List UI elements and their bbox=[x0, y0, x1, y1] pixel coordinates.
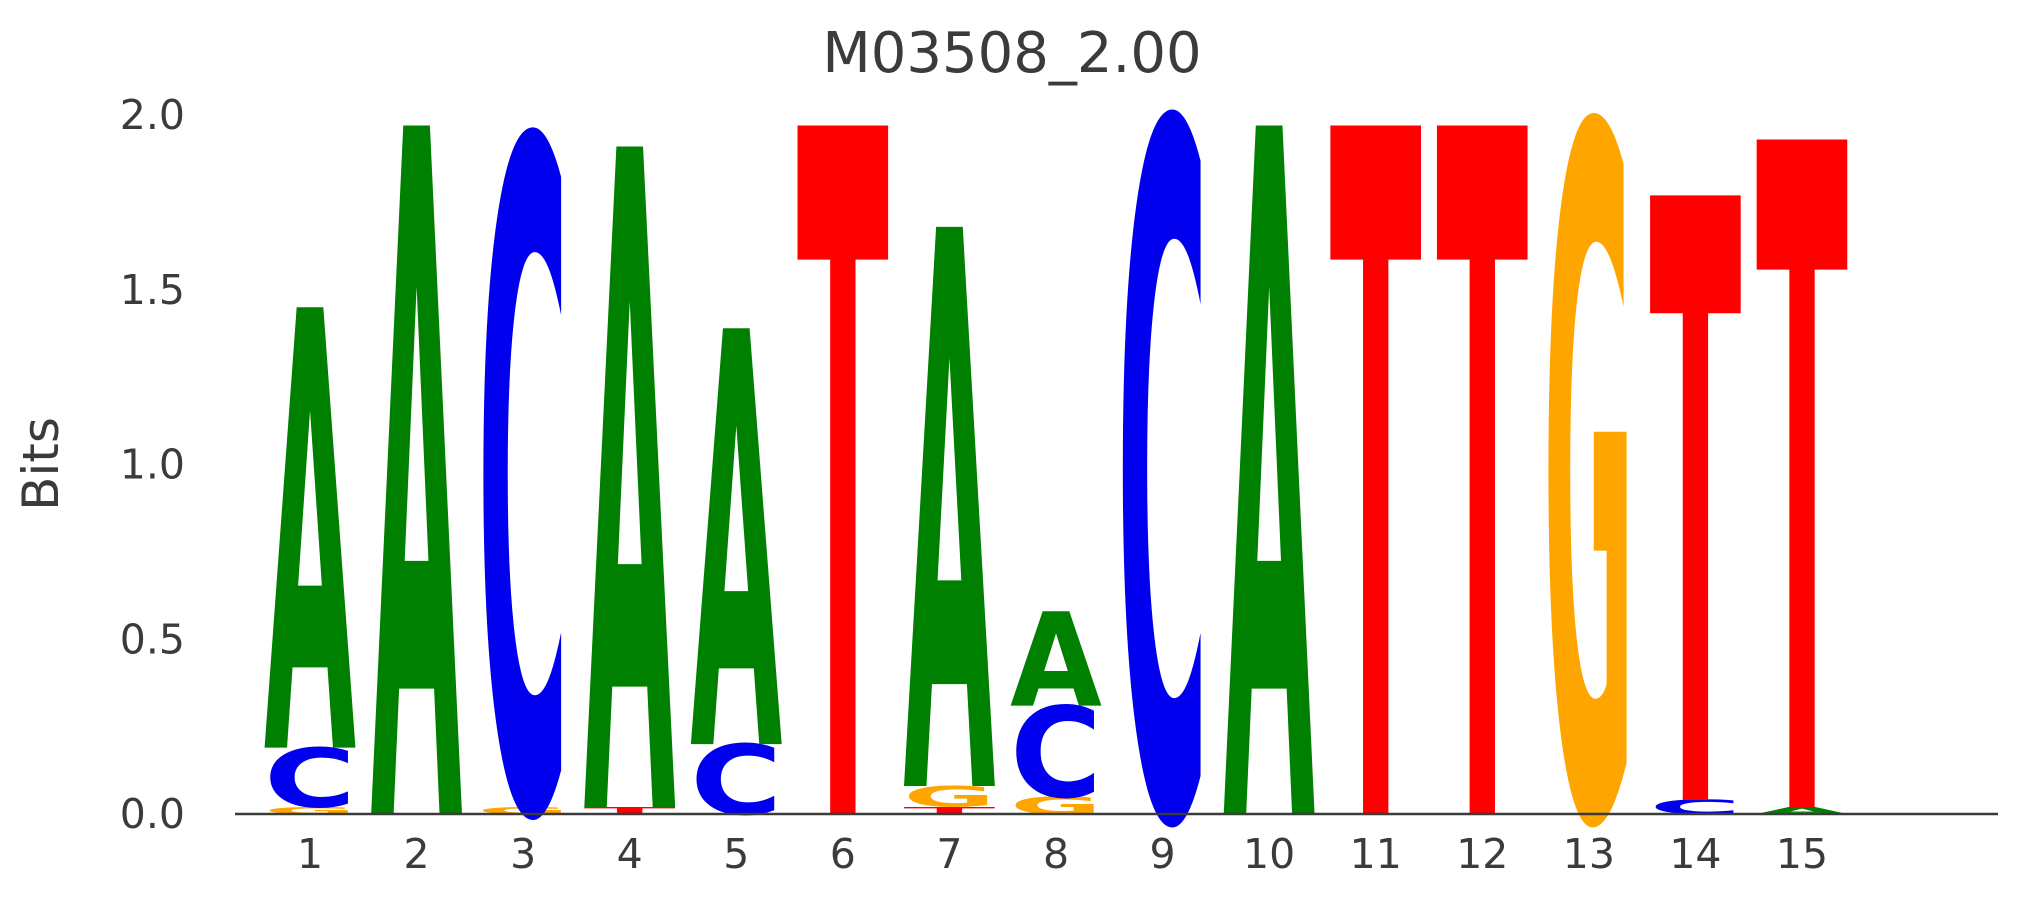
logo-letter-A: A bbox=[584, 0, 677, 900]
logo-letter-G: G bbox=[477, 805, 569, 816]
logo-letter-T: T bbox=[903, 805, 996, 816]
logo-letter-G: G bbox=[264, 805, 356, 816]
logo-letter-T: T bbox=[1649, 32, 1742, 900]
x-tick-label: 7 bbox=[936, 830, 962, 878]
y-tick-label: 1.0 bbox=[120, 441, 185, 489]
x-tick-label: 4 bbox=[617, 830, 643, 878]
logo-letter-A: A bbox=[1223, 0, 1316, 900]
x-tick-label: 12 bbox=[1456, 830, 1508, 878]
x-tick-label: 1 bbox=[297, 830, 323, 878]
y-tick-label: 0.5 bbox=[120, 615, 185, 663]
y-tick-label: 0.0 bbox=[120, 790, 185, 838]
logo-letter-C: C bbox=[477, 0, 569, 900]
logo-letter-A: A bbox=[1010, 587, 1102, 737]
y-tick-label: 2.0 bbox=[120, 91, 185, 139]
logo-letter-A: A bbox=[903, 75, 996, 900]
x-tick-label: 9 bbox=[1150, 830, 1176, 878]
chart-title: M03508_2.00 bbox=[822, 21, 1201, 86]
x-tick-label: 5 bbox=[723, 830, 749, 878]
logo-letter-A: A bbox=[371, 0, 464, 900]
logo-letter-stacks: GCA A GC TA CA T TGA GCA C A T T G CT AT bbox=[264, 0, 1849, 900]
logo-letter-C: C bbox=[1010, 681, 1102, 827]
x-tick-label: 10 bbox=[1243, 830, 1295, 878]
x-tick-label: 8 bbox=[1043, 830, 1069, 878]
x-tick-label: 6 bbox=[830, 830, 856, 878]
x-tick-label: 11 bbox=[1350, 830, 1402, 878]
x-tick-label: 3 bbox=[510, 830, 536, 878]
logo-letter-T: T bbox=[584, 805, 677, 816]
logo-letter-A: A bbox=[264, 188, 357, 891]
logo-letter-G: G bbox=[1543, 0, 1635, 900]
logo-letter-G: G bbox=[1010, 792, 1102, 820]
logo-letter-G: G bbox=[903, 781, 995, 814]
logo-letter-T: T bbox=[1756, 0, 1849, 900]
x-axis-ticks: 1 2 3 4 5 6 7 8 9 10 11 12 13 14 15 bbox=[297, 830, 1828, 878]
x-tick-label: 15 bbox=[1776, 830, 1828, 878]
x-tick-label: 14 bbox=[1669, 830, 1721, 878]
y-axis-label: Bits bbox=[12, 417, 70, 511]
x-tick-label: 2 bbox=[404, 830, 430, 878]
x-tick-label: 13 bbox=[1563, 830, 1615, 878]
y-axis-ticks: 0.0 0.5 1.0 1.5 2.0 bbox=[120, 91, 185, 838]
y-tick-label: 1.5 bbox=[120, 266, 185, 314]
logo-letter-A: A bbox=[690, 215, 783, 879]
logo-letter-T: T bbox=[797, 0, 890, 900]
logo-letter-T: T bbox=[1330, 0, 1423, 900]
logo-letter-T: T bbox=[1436, 0, 1529, 900]
logo-letter-C: C bbox=[690, 726, 782, 838]
logo-letter-C: C bbox=[264, 731, 356, 827]
logo-letter-A: A bbox=[1756, 805, 1848, 816]
logo-letter-C: C bbox=[1117, 0, 1209, 900]
